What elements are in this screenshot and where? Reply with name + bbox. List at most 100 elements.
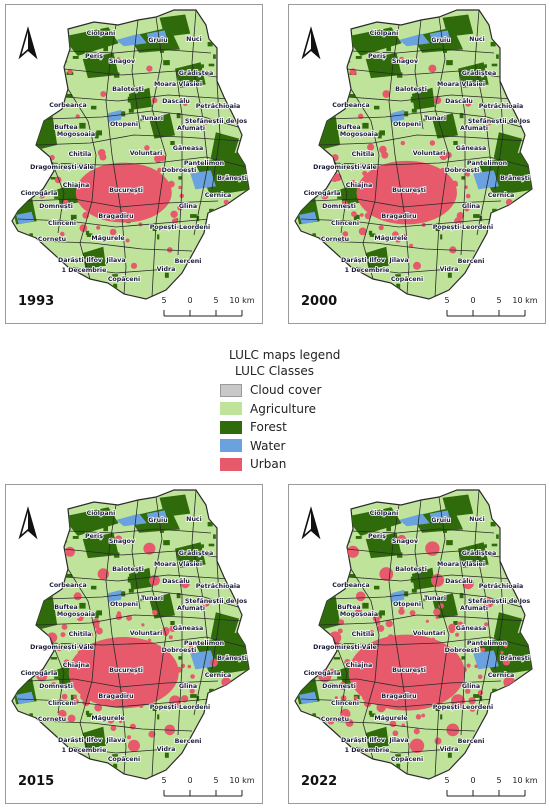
locality-label: Buftea — [337, 124, 361, 131]
urban-patch — [172, 218, 178, 225]
municipal-boundary — [191, 10, 209, 236]
urban-sprawl — [190, 674, 195, 679]
scale-tick-label: 5 — [496, 776, 501, 785]
forest-speck — [157, 234, 160, 240]
municipal-boundary — [350, 746, 452, 754]
forest-speck — [491, 63, 498, 67]
forest-patch — [345, 27, 402, 56]
forest-speck — [509, 46, 514, 51]
locality-label: Dragomirești-Vale — [313, 644, 377, 651]
water-body — [399, 513, 430, 527]
forest-speck — [93, 59, 100, 65]
urban-sprawl — [460, 666, 467, 673]
municipal-boundary — [67, 568, 97, 760]
forest-patch — [365, 726, 389, 749]
urban-patch — [115, 535, 123, 543]
forest-speck — [218, 697, 224, 701]
forest-speck — [140, 118, 144, 122]
legend-swatch-forest — [220, 420, 242, 434]
forest-speck — [209, 497, 216, 500]
urban-sprawl — [344, 659, 351, 666]
forest-speck — [152, 228, 157, 231]
urban-sprawl — [398, 608, 405, 615]
locality-label: Voluntari — [130, 150, 163, 157]
forest-patch — [175, 542, 206, 568]
locality-label: Chitila — [352, 151, 375, 158]
forest-speck — [65, 94, 72, 98]
forest-speck — [496, 54, 499, 59]
forest-speck — [435, 708, 440, 711]
locality-label: Ciorogârla — [304, 189, 341, 197]
forest-speck — [379, 610, 385, 616]
locality-label: Snagov — [109, 58, 136, 65]
urban-sprawl — [465, 172, 470, 177]
forest-speck — [96, 610, 102, 616]
urban-patch — [379, 567, 394, 581]
locality-label: Afumați — [177, 125, 205, 133]
scale-tick-label: 0 — [187, 776, 192, 785]
forest-speck — [114, 552, 120, 558]
forest-patch — [458, 542, 489, 568]
forest-speck — [164, 272, 169, 278]
scale-tick-label: 10 km — [229, 776, 254, 785]
municipal-boundary — [332, 156, 348, 234]
municipal-boundary — [151, 496, 167, 778]
water-body — [146, 510, 168, 524]
urban-patch — [382, 90, 391, 98]
forest-speck — [218, 217, 224, 221]
forest-speck — [51, 190, 57, 194]
forest-speck — [529, 16, 532, 19]
municipal-boundary — [350, 48, 495, 54]
scale-tick-label: 0 — [470, 776, 475, 785]
municipal-boundary — [175, 550, 183, 736]
forest-speck — [507, 66, 514, 72]
scale-tick-label: 0 — [470, 296, 475, 305]
urban-sprawl — [157, 167, 162, 173]
locality-label: Jilava — [388, 737, 408, 744]
forest-speck — [443, 530, 447, 533]
forest-patch — [62, 27, 119, 56]
forest-speck — [446, 540, 453, 546]
urban-sprawl — [469, 705, 476, 712]
north-arrow-icon — [301, 26, 321, 60]
urban-sprawl — [115, 613, 123, 620]
urban-sprawl — [358, 227, 367, 236]
forest-speck — [376, 59, 383, 65]
forest-speck — [209, 160, 216, 166]
urban-patch — [73, 592, 82, 601]
urban-sprawl — [500, 650, 504, 654]
locality-label: Ștefăneștii de Jos — [185, 118, 247, 125]
forest-speck — [337, 676, 345, 679]
urban-sprawl — [465, 688, 471, 694]
urban-sprawl — [169, 625, 176, 632]
forest-speck — [368, 230, 373, 235]
forest-speck — [341, 164, 349, 170]
forest-speck — [65, 574, 72, 578]
forest-speck — [492, 497, 499, 500]
municipal-boundary — [414, 19, 424, 130]
urban-sprawl — [409, 610, 416, 616]
water-body — [319, 729, 333, 743]
locality-label: Cernica — [205, 192, 232, 199]
locality-label: Grădiștea — [179, 550, 213, 557]
locality-label: Domnești — [39, 203, 73, 210]
locality-label: Balotești — [112, 566, 144, 573]
urban-sprawl — [125, 238, 130, 243]
urban-sprawl — [457, 621, 464, 628]
locality-label: Popești-Leordeni — [150, 704, 210, 711]
urban-patch — [462, 578, 474, 590]
water-body — [473, 650, 499, 670]
forest-speck — [163, 60, 170, 66]
forest-speck — [401, 111, 409, 117]
forest-speck — [226, 46, 231, 51]
locality-label: Grădiștea — [462, 550, 496, 557]
forest-speck — [459, 113, 464, 119]
locality-label: Otopeni — [110, 121, 138, 128]
municipal-boundary — [67, 746, 169, 754]
forest-speck — [479, 216, 483, 221]
forest-patch — [159, 494, 191, 517]
locality-label: Pantelimon — [467, 640, 507, 647]
locality-label: București — [392, 667, 426, 674]
urban-sprawl — [355, 608, 363, 616]
water-body — [429, 510, 451, 524]
